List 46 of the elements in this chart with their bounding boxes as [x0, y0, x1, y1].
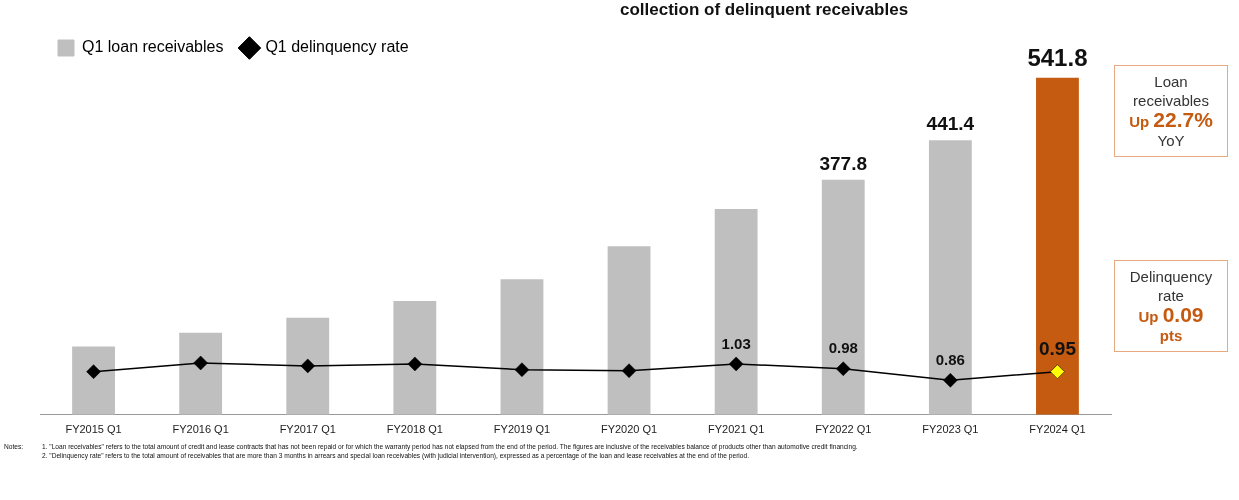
- data-label: 0.86: [935, 350, 965, 368]
- text: Up 0.09: [1138, 303, 1204, 326]
- bar: [1036, 77, 1079, 415]
- text: Up 22.7%: [1129, 108, 1213, 131]
- bar: [286, 317, 330, 415]
- point: [407, 356, 423, 372]
- legend-label: Q1 delinquency rate: [265, 38, 409, 56]
- bar: [821, 179, 865, 415]
- point: [728, 356, 744, 372]
- point: [514, 362, 530, 377]
- point: [86, 364, 101, 379]
- x-tick-label: FY2015 Q1: [65, 423, 122, 436]
- bar: [72, 346, 115, 415]
- data-label: 0.98: [828, 339, 858, 357]
- x-tick-label: FY2023 Q1: [922, 423, 979, 436]
- bar: [393, 300, 437, 415]
- data-label: 441.4: [926, 112, 975, 134]
- bar: [500, 279, 544, 415]
- text: Loan receivables: [1132, 72, 1210, 110]
- x-tick-label: FY2021 Q1: [708, 423, 765, 436]
- bar: [714, 208, 758, 415]
- text: YoY: [1156, 131, 1186, 150]
- point: [621, 363, 637, 378]
- text: pts: [1158, 326, 1184, 345]
- text: Delinquency rate: [1128, 267, 1214, 305]
- bar: [607, 246, 651, 415]
- x-tick-label: FY2022 Q1: [815, 423, 872, 436]
- data-label: 377.8: [819, 152, 868, 174]
- bar: [928, 140, 972, 415]
- x-tick-label: FY2017 Q1: [279, 423, 336, 436]
- point: [193, 355, 208, 371]
- chart-title: collection of delinquent receivables: [620, 0, 909, 20]
- point: [1050, 364, 1065, 379]
- data-label: 0.95: [1038, 338, 1077, 360]
- legend-label: Q1 loan receivables: [82, 38, 224, 56]
- x-tick-label: FY2019 Q1: [493, 423, 551, 436]
- x-tick-label: FY2018 Q1: [386, 423, 443, 436]
- point: [300, 358, 315, 374]
- x-tick-label: FY2024 Q1: [1029, 423, 1086, 436]
- point: [836, 361, 851, 376]
- bar: [179, 332, 223, 415]
- data-label: 541.8: [1027, 44, 1088, 72]
- data-label: 1.03: [721, 334, 751, 352]
- x-tick-label: FY2016 Q1: [172, 423, 229, 436]
- x-tick-label: FY2020 Q1: [600, 423, 658, 436]
- point: [943, 373, 958, 388]
